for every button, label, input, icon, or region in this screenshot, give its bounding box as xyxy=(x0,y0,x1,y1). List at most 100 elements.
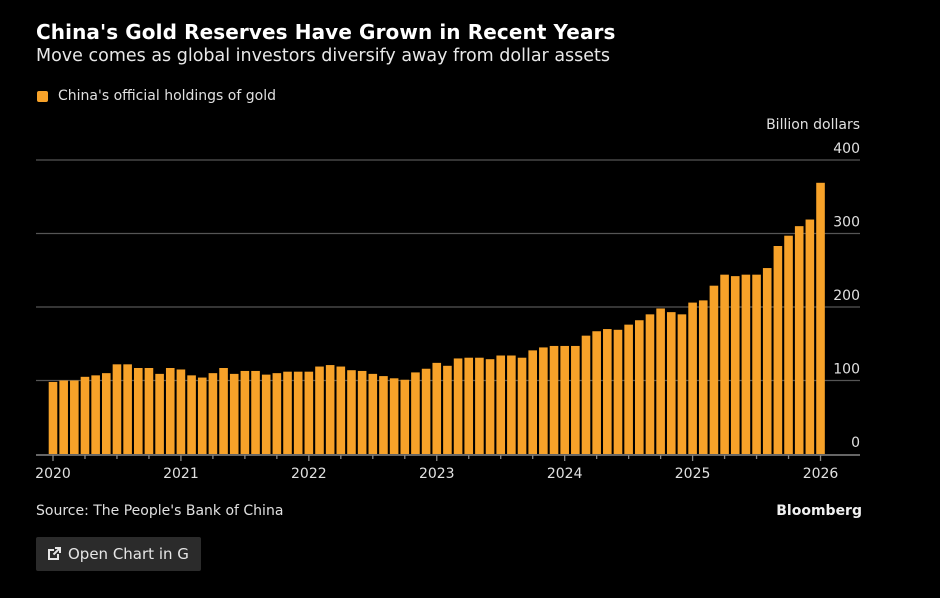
bar xyxy=(91,375,100,454)
bar xyxy=(805,219,815,454)
legend: China's official holdings of gold xyxy=(37,88,276,104)
bar xyxy=(794,226,804,454)
bar xyxy=(357,370,367,454)
legend-label: China's official holdings of gold xyxy=(58,88,276,104)
bar xyxy=(560,345,569,454)
open-chart-button-label: Open Chart in G xyxy=(68,545,189,563)
bar xyxy=(400,379,410,454)
bar xyxy=(571,345,580,454)
bar xyxy=(304,371,314,454)
bar xyxy=(208,373,218,454)
bar xyxy=(784,235,793,454)
bar xyxy=(336,366,346,454)
y-tick-label: 0 xyxy=(851,435,860,451)
y-tick-label: 200 xyxy=(833,288,860,304)
bar xyxy=(698,300,708,454)
bar xyxy=(645,314,655,454)
bar xyxy=(379,376,388,454)
bar xyxy=(741,274,751,454)
bar xyxy=(112,364,122,454)
bar xyxy=(603,329,612,454)
bar xyxy=(432,362,442,454)
bar xyxy=(656,308,665,454)
bar xyxy=(475,357,484,454)
bar xyxy=(48,381,58,454)
bar xyxy=(102,373,111,454)
bar xyxy=(666,312,676,454)
x-tick-label: 2026 xyxy=(803,466,839,482)
bar xyxy=(411,372,420,454)
bar xyxy=(165,368,175,454)
bar xyxy=(592,331,601,454)
bar xyxy=(453,358,463,454)
bar xyxy=(144,368,154,454)
bar xyxy=(283,371,292,454)
y-axis-unit-label: Billion dollars xyxy=(766,117,860,133)
y-tick-label: 400 xyxy=(833,141,860,157)
source-note: Source: The People's Bank of China xyxy=(36,503,284,519)
bar xyxy=(581,335,591,454)
x-tick-label: 2024 xyxy=(547,466,583,482)
bar xyxy=(635,320,644,454)
bar xyxy=(251,370,260,454)
bloomberg-logo: Bloomberg xyxy=(776,503,862,519)
bar xyxy=(155,373,164,454)
bar xyxy=(613,329,623,454)
bar xyxy=(229,373,239,454)
bar xyxy=(720,274,729,454)
bar xyxy=(496,355,506,454)
chart-title: China's Gold Reserves Have Grown in Rece… xyxy=(36,20,616,44)
chart-subtitle: Move comes as global investors diversify… xyxy=(36,46,611,66)
bar xyxy=(485,359,495,454)
bar xyxy=(187,375,196,454)
bar xyxy=(80,376,90,454)
bar xyxy=(464,357,474,454)
open-chart-button[interactable]: Open Chart in G xyxy=(36,537,201,571)
bar xyxy=(517,357,527,454)
bar xyxy=(325,365,335,454)
bar xyxy=(730,276,740,454)
bar xyxy=(197,377,207,454)
x-tick-label: 2022 xyxy=(291,466,327,482)
bar xyxy=(261,374,271,454)
x-tick-label: 2020 xyxy=(35,466,71,482)
bar xyxy=(347,370,356,454)
bar xyxy=(70,380,79,454)
bar xyxy=(624,324,633,454)
bar xyxy=(752,274,761,454)
y-axis-ticks: 0 100 200 300 400 xyxy=(833,141,860,451)
x-tick-label: 2025 xyxy=(675,466,711,482)
bar xyxy=(133,368,143,454)
bar xyxy=(176,369,186,454)
bar xyxy=(421,368,431,454)
bar xyxy=(240,370,250,454)
bar xyxy=(368,373,378,454)
bar xyxy=(709,285,719,454)
y-tick-label: 100 xyxy=(833,362,860,378)
bar xyxy=(688,302,697,454)
bar xyxy=(677,314,687,454)
bar xyxy=(315,366,324,454)
bars xyxy=(48,182,825,455)
bar xyxy=(59,380,68,454)
x-axis-tick-labels: 2020 2021 2022 2023 2024 2025 2026 xyxy=(35,466,838,482)
bar xyxy=(389,378,399,454)
bar xyxy=(549,345,559,454)
bar xyxy=(816,182,825,455)
bar xyxy=(539,347,548,454)
bar xyxy=(219,368,228,454)
y-tick-label: 300 xyxy=(833,215,860,231)
x-axis xyxy=(36,454,860,461)
bar xyxy=(272,373,282,454)
external-link-icon xyxy=(48,547,61,560)
bar xyxy=(293,371,303,454)
bar xyxy=(443,365,452,454)
bar xyxy=(773,246,783,454)
x-tick-label: 2021 xyxy=(163,466,199,482)
bar xyxy=(507,355,516,454)
bar xyxy=(528,350,537,454)
legend-swatch xyxy=(37,90,48,102)
bar xyxy=(762,268,772,454)
bar xyxy=(123,364,132,454)
